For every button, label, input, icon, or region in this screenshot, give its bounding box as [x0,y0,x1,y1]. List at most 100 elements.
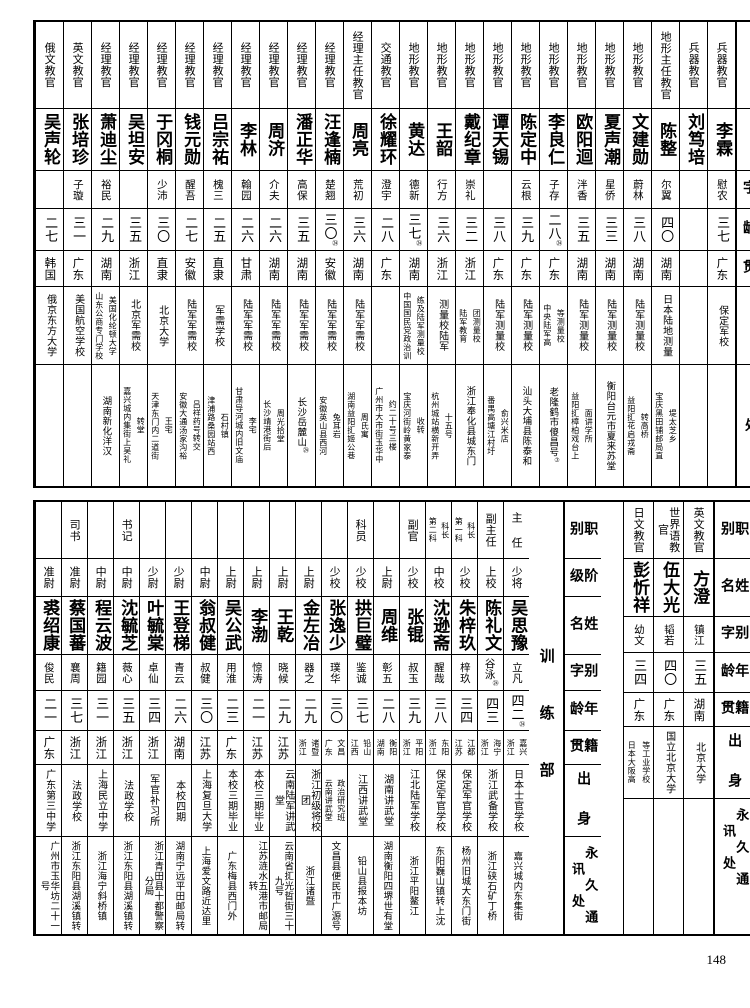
person-column[interactable]: 经理教官 潘正华 高保 三五 湖南 陆军军需校 长沙岳麓山㉔ [287,22,315,486]
cell-alias: 裕民 [92,170,119,208]
cell-edu: 等测量校 中央陆军高 [540,286,567,364]
cell-age: 三六 [344,208,371,250]
person-column[interactable]: 少校 张逸少 璞华 三〇 文昌 广东 政治研究班 云南讲武堂 文昌县便民市广源号 [321,502,347,934]
person-column[interactable]: 经理主任教官 周亮 荒初 三六 湖南 陆军军需校 周氏寓 湖南益阳㧟姬公巷 [343,22,371,486]
person-column[interactable]: 科员 少校 拱巨璧 鉴诚 三七 铅山 江西 江西讲武堂 铅山县报本坊 [347,502,373,934]
cell-name: 刘笃培 [680,108,707,170]
person-column[interactable]: 经理教官 钱元勋 醒吾 二七 安徽 陆军军需校 吕祥药号转交 安徽大通汤家沟裕 [175,22,203,486]
person-column[interactable]: 交通教官 徐耀环 澄宇 二八 广东 约二十号三楼 广州市大市街玉华中 [371,22,399,486]
person-column[interactable]: 经理教官 汪逢楠 楚翘 三〇㉔ 安徽 陆军军需校 兔耳岩 安徽英山县西河 [315,22,343,486]
person-column[interactable]: 中尉 翁叔健 叔健 三〇 江苏 上海复旦大学 上海爱文路近达里 [191,502,217,934]
cell-origin: 广东 [708,250,735,286]
cell-age: 二五 [204,208,231,250]
cell-age: 二一 [244,690,269,730]
cell-job [244,502,269,558]
cell-alias: 惊涛 [244,654,269,690]
cell-job: 世界语教官 [656,507,681,553]
person-column[interactable]: 地形教官 陈定中 云根 三九 广东 陆军测量校 汕头大埔县陈泰和 [511,22,539,486]
cell-job: 主 任 [510,511,524,549]
person-column[interactable]: 世界语教官 伍大光 韬若 四〇 广东 国立北京大学 [653,502,683,934]
cell-alias: 薇心 [114,654,139,690]
cell-rank: 上尉 [218,558,243,596]
cell-age: 三八 [484,208,511,250]
cell-origin: 平阳 浙江 [400,730,425,764]
cell-origin: 东阳 浙江 [426,730,451,764]
cell-name: 裘绍康 [36,596,61,654]
cell-job [166,502,191,558]
cell-alias: 俊民 [36,654,61,690]
person-column[interactable]: 地形教官 李良仁 子存 二八㉔ 广东 等测量校 中央陆军高 老隆鹤市傻昌号⑦ [539,22,567,486]
person-column[interactable]: 地形教官 欧阳迴 泮香 三五 湖南 陆军测量校 面讲学所 益阳㧟樟柏戏台上 [567,22,595,486]
person-column[interactable]: 经理教官 于冈桐 少沛 三〇 直隶 北京大学 王宅 天津东门内二道街 [147,22,175,486]
person-column[interactable]: 俄文教官 吴声轮 二七 韩国 俄京东方大学 [35,22,63,486]
cell-name: 徐耀环 [372,108,399,170]
cell-age: 二九 [296,690,321,730]
person-column[interactable]: 少尉 王登梯 青云 二六 湖南 本校四期 湖南宁远平田邮局转 [165,502,191,934]
person-column[interactable]: 书记 中尉 沈毓芝 薇心 三五 浙江 法政学校 浙江东阳县湖溪镇转 [113,502,139,934]
cell-alias: 少沛 [148,170,175,208]
cell-name: 周亮 [344,108,371,170]
cell-edu: 陆军军需校 [288,286,315,364]
person-column[interactable]: 地形教官 文建勋 蔚林 三八 湖南 陆军测量校 转高桥 益阳㧟花启戎斋 [623,22,651,486]
cell-alias: 鉴诚 [348,654,373,690]
person-column[interactable]: 主 任少将 吴思豫 立凡 四二㉔ 嘉兴 浙江 日本士官学校 嘉兴城内东集街 [503,502,529,934]
cell-edu [680,286,707,364]
person-column[interactable]: 少尉 叶毓棠 卓仙 三四 浙江 军官补习所 浙江青田县十都警察分局 [139,502,165,934]
person-column[interactable]: 上尉 李渤 惊涛 二一 江苏 本校三期毕业 江苏涟水五港市邮局转 [243,502,269,934]
row-header-column: 职 别姓 名别 字年 龄籍 贯出 身永 久 通 讯 处 [735,22,750,486]
person-column[interactable]: 上尉 周维 彰五 二八 衡阳 湖南 湖南讲武堂 湖南衡阳四堺世有堂 [373,502,399,934]
cell-origin: 湖南 [260,250,287,286]
cell-age: 二八 [372,208,399,250]
row-header-name: 姓 名 [565,596,601,654]
person-column[interactable]: 地形主任教官 陈整 尔翼 四〇 湖南 日本陆地测量 堤太芝乡 宝庆黑田铺邮局直 [651,22,679,486]
cell-origin: 海宁 浙江 [478,730,503,764]
person-column[interactable]: 副官 少校 张锟 叔玉 三九 平阳 浙江 江北陆军学校 浙江平阳鳌江 [399,502,425,934]
person-column[interactable]: 科长 第二科 中校 沈逊斋 醒哉 三八 东阳 浙江 保定军官学校 东阳巍山镇转上沈 [425,502,451,934]
cell-origin: 湖南 [166,730,191,764]
person-column[interactable]: 地形教官 戴纪章 崇礼 三二 浙江 团测量校 陆军教育 浙江奉化县城东门 [455,22,483,486]
person-column[interactable]: 经理教官 吴坦安 三五 浙江 北京军需校 转堂 嘉兴城内集街上吴礼 [119,22,147,486]
person-column[interactable]: 地形教官 王韶 行方 三六 浙江 测量校陆军 十五号 杭州城站横新开弄 [427,22,455,486]
person-column[interactable]: 上尉 王乾 晓候 二九 江苏 云南陆军讲武堂 云南省㧟光晢街三十九号 [269,502,295,934]
cell-alias: 晓候 [270,654,295,690]
cell-rank: 准尉 [62,558,87,596]
person-column[interactable]: 经理教官 吕宗祐 槐三 二五 直隶 军需学校 石村镇 津浦路桑园站西 [203,22,231,486]
person-column[interactable]: 科长 第一科 少校 朱梓玖 梓玖 三四 江都 江苏 保定军官学校 杨州旧城大东门街 [451,502,477,934]
person-column[interactable]: 经理教官 萧迪尘 裕民 二九 湖南 美国化纶顿大学 山东公商专门学校 湖南新化洋汉 [91,22,119,486]
person-column[interactable]: 上尉 金左冶 器之 二九 诸暨 浙江 浙江初级将校团 浙江诸暨 [295,502,321,934]
person-column[interactable]: 准尉 裘绍康 俊民 二一 广东 广东第三中学 广州市玉华坊二十一号 [35,502,61,934]
cell-edu: 陆军军需校 [176,286,203,364]
cell-job: 经理教官 [183,42,197,88]
cell-age: 三七㉔ [400,208,427,250]
cell-alias [484,170,511,208]
cell-age: 三五 [120,208,147,250]
cell-edu: 美国化纶顿大学 山东公商专门学校 [92,286,119,364]
person-column[interactable]: 中尉 程云波 籍园 三一 浙江 上海民立中学 浙江海宁斜桥镇 [87,502,113,934]
person-column[interactable]: 经理教官 周济 介夫 二六 湖南 陆军军需校 周光拾堂 长沙靖港街后 [259,22,287,486]
cell-edu: 保定军官学校 [426,764,451,836]
cell-job: 英文教官 [692,507,706,553]
cell-job: 科员 [354,518,368,542]
cell-job: 英文教官 [71,42,85,88]
cell-name: 沈毓芝 [114,596,139,654]
cell-alias: 璞华 [322,654,347,690]
person-column[interactable]: 英文教官 张培珍 子璇 三一 广东 美国航空学校 [63,22,91,486]
person-column[interactable]: 日文教官 彭忻祥 幼文 三四 广东 等工业学校 日本大阪高 [623,502,653,934]
person-column[interactable]: 上尉 吴公武 用淮 二三 广东 本校三期毕业 广东梅县西门外 [217,502,243,934]
cell-alias: 介夫 [260,170,287,208]
cell-alias: 幼文 [624,616,653,652]
person-column[interactable]: 司书 准尉 蔡国蕃 襄周 三七 浙江 法政学校 浙江东阳县湖溪镇转 [61,502,87,934]
person-column[interactable]: 兵器教官 李霖 慰农 三七 广东 保定军校 [707,22,735,486]
person-column[interactable]: 经理教官 李林 翰园 二六 甘肃 陆军军需校 李宅 甘肃导河城内旧文庙 [231,22,259,486]
person-column[interactable]: 副主任 上校 陈礼文 谷泳㉔ 四三 海宁 浙江 浙江武备学校 浙江硖石矿丁桥 [477,502,503,934]
cell-addr [36,364,63,486]
person-column[interactable]: 兵器教官 刘笃培 [679,22,707,486]
cell-job [322,502,347,558]
cell-job [192,502,217,558]
person-column[interactable]: 地形教官 夏声潮 星侨 三三 湖南 陆军测量校 衡阳台元市夏来苏堂 [595,22,623,486]
cell-addr: 嘉兴城内东集街 [504,836,529,934]
person-column[interactable]: 英文教官 方澄 镇江 三五 湖南 北京大学 [683,502,713,934]
person-column[interactable]: 地形教官 谭天锡 三八 广东 陆军测量校 俞兴米店 番禺高塘江村圩 [483,22,511,486]
person-column[interactable]: 地形教官 黄达 德新 三七㉔ 湖南 练及陆军测量校 中国国民党政治训 收转 宝庆河街岭黄家泰 [399,22,427,486]
